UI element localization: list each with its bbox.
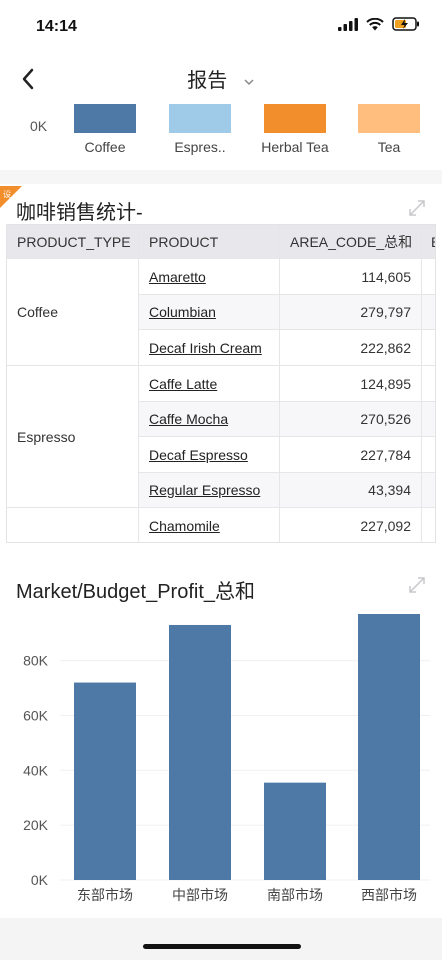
product-link[interactable]: Caffe Mocha bbox=[139, 402, 280, 437]
svg-text:设: 设 bbox=[3, 189, 11, 199]
column-header[interactable]: B bbox=[422, 225, 435, 259]
product-link[interactable]: Decaf Espresso bbox=[139, 437, 280, 473]
value-cell: 124,895 bbox=[280, 366, 422, 402]
bar-3[interactable] bbox=[264, 782, 326, 880]
expand-icon[interactable] bbox=[408, 576, 426, 594]
value-cell: 279,797 bbox=[280, 295, 422, 330]
chart-title: Market/Budget_Profit_总和 bbox=[16, 581, 255, 603]
top-chart-y-tick: 0K bbox=[30, 118, 48, 134]
profit-bar-chart: 0K 20K 40K 60K 80K 东部市场 中部市场 南部市场 西部市场 bbox=[23, 614, 430, 904]
value-cell bbox=[422, 402, 435, 437]
bottom-bar bbox=[0, 918, 442, 960]
value-cell bbox=[422, 437, 435, 473]
value-cell: 270,526 bbox=[280, 402, 422, 437]
value-cell bbox=[422, 295, 435, 330]
status-icons bbox=[338, 17, 420, 31]
wifi-icon bbox=[366, 17, 384, 30]
home-indicator[interactable] bbox=[143, 944, 301, 949]
bar-2[interactable] bbox=[169, 624, 231, 880]
back-button[interactable] bbox=[14, 64, 44, 94]
value-cell: 227,784 bbox=[280, 437, 422, 473]
product-link[interactable]: Amaretto bbox=[139, 259, 280, 295]
value-cell: 227,092 bbox=[280, 508, 422, 542]
value-cell: 222,862 bbox=[280, 330, 422, 366]
top-chart-bar-coffee bbox=[74, 104, 136, 133]
bar-1[interactable] bbox=[74, 682, 136, 880]
product-link[interactable]: Regular Espresso bbox=[139, 473, 280, 508]
x-tick-label: 西部市场 bbox=[361, 887, 417, 904]
value-cell: 43,394 bbox=[280, 473, 422, 508]
table-title: 咖啡销售统计- bbox=[16, 202, 143, 224]
value-cell bbox=[422, 508, 435, 542]
product-link[interactable]: Chamomile bbox=[139, 508, 280, 542]
value-cell bbox=[422, 259, 435, 295]
section-divider bbox=[0, 170, 442, 184]
top-chart-bar-tea bbox=[358, 104, 420, 133]
y-tick-label: 60K bbox=[23, 707, 49, 723]
expand-icon[interactable] bbox=[408, 199, 426, 217]
y-tick-label: 80K bbox=[23, 653, 49, 669]
top-chart-category: Coffee bbox=[84, 139, 126, 155]
chevron-left-icon bbox=[22, 68, 34, 90]
status-bar: 14:14 bbox=[0, 0, 442, 54]
column-header[interactable]: PRODUCT_TYPE bbox=[7, 225, 139, 259]
value-cell bbox=[422, 330, 435, 366]
product-type-cell bbox=[7, 508, 139, 542]
column-header[interactable]: PRODUCT bbox=[139, 225, 280, 259]
status-time: 14:14 bbox=[36, 18, 77, 35]
x-tick-label: 南部市场 bbox=[267, 887, 323, 904]
product-link[interactable]: Decaf Irish Cream bbox=[139, 330, 280, 366]
top-chart-category: Herbal Tea bbox=[261, 139, 329, 155]
value-cell bbox=[422, 473, 435, 508]
product-type-cell: Espresso bbox=[7, 366, 139, 508]
column-header[interactable]: AREA_CODE_总和 bbox=[280, 225, 422, 259]
bar-4[interactable] bbox=[358, 614, 420, 880]
product-link[interactable]: Columbian bbox=[139, 295, 280, 330]
top-chart: 0K Coffee Espres.. Herbal Tea Tea bbox=[0, 104, 442, 170]
battery-charging-icon bbox=[392, 17, 419, 31]
value-cell: 114,605 bbox=[280, 259, 422, 295]
top-chart-category: Tea bbox=[377, 139, 401, 155]
page-title: 报告 bbox=[187, 70, 228, 92]
y-tick-label: 40K bbox=[23, 762, 49, 778]
value-cell bbox=[422, 366, 435, 402]
y-tick-label: 0K bbox=[31, 872, 49, 888]
product-type-cell: Coffee bbox=[7, 259, 139, 366]
product-link[interactable]: Caffe Latte bbox=[139, 366, 280, 402]
report-title-dropdown[interactable]: 报告 bbox=[0, 64, 442, 93]
top-chart-bar-herbal-tea bbox=[264, 104, 326, 133]
y-tick-label: 20K bbox=[23, 817, 49, 833]
corner-badge-icon: 设 bbox=[0, 186, 22, 208]
x-tick-label: 东部市场 bbox=[77, 887, 133, 904]
top-chart-category: Espres.. bbox=[174, 139, 226, 155]
x-tick-label: 中部市场 bbox=[172, 887, 228, 904]
sales-table: PRODUCT_TYPE PRODUCT AREA_CODE_总和 B Coff… bbox=[6, 224, 436, 543]
signal-icon bbox=[338, 17, 358, 31]
top-chart-bar-espresso bbox=[169, 104, 231, 133]
nav-bar: 报告 bbox=[0, 54, 442, 104]
chevron-down-icon bbox=[244, 79, 254, 85]
